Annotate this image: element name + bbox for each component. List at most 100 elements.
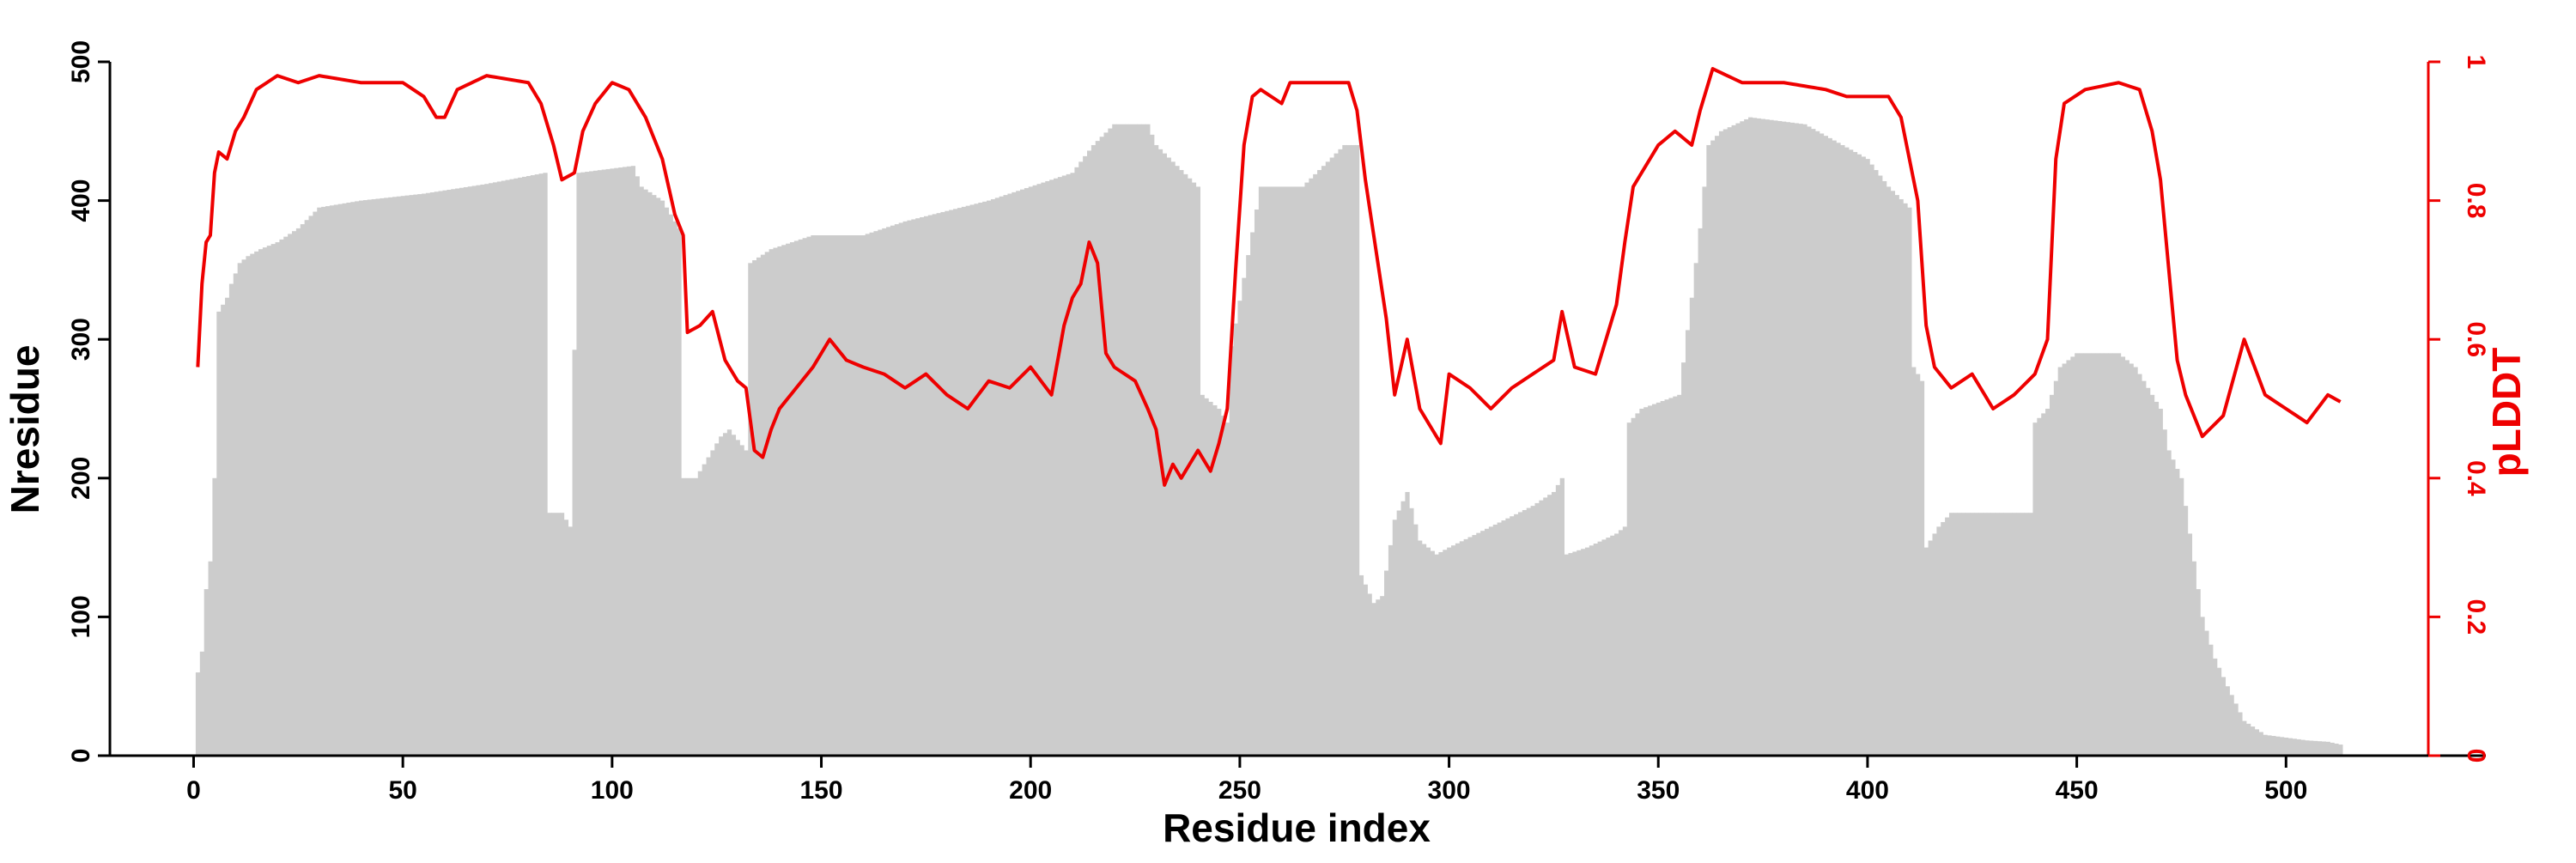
- residue-bar: [1254, 209, 1260, 757]
- residue-bar: [1610, 535, 1615, 756]
- residue-bar: [1936, 526, 1941, 756]
- residue-bar: [1765, 119, 1770, 756]
- residue-bar: [2012, 513, 2017, 756]
- residue-bar: [786, 243, 791, 756]
- x-tick-label: 50: [388, 776, 416, 805]
- residue-bar: [1517, 512, 1523, 756]
- residue-bar: [2142, 380, 2147, 756]
- residue-bar: [672, 221, 677, 757]
- residue-bar: [1673, 396, 1678, 756]
- residue-bar: [652, 195, 657, 756]
- residue-bar: [1497, 522, 1502, 756]
- residue-bar: [1492, 524, 1498, 756]
- x-tick-label: 0: [186, 776, 201, 805]
- residue-bar: [518, 177, 523, 756]
- residue-bar: [1476, 532, 1481, 756]
- residue-bar: [563, 520, 569, 756]
- residue-bar: [1212, 404, 1218, 756]
- residue-bar: [760, 254, 766, 756]
- residue-bar: [1941, 521, 1946, 756]
- residue-bar: [2137, 374, 2142, 756]
- residue-bar: [1948, 513, 1954, 756]
- residue-bar: [317, 207, 322, 756]
- residue-bar: [2191, 561, 2196, 756]
- residue-bar: [329, 205, 335, 756]
- residue-bar: [1856, 154, 1862, 757]
- residue-bar: [1334, 153, 1339, 756]
- residue-bar: [819, 235, 824, 756]
- residue-bar: [392, 197, 398, 757]
- residue-bar: [1643, 407, 1649, 756]
- residue-bar: [610, 168, 615, 756]
- residue-bar: [409, 195, 414, 756]
- residue-bar: [2208, 644, 2214, 756]
- residue-bar: [1066, 173, 1071, 756]
- residue-bar: [773, 247, 778, 756]
- residue-bar: [1480, 531, 1485, 756]
- residue-bar: [467, 186, 472, 757]
- residue-bar: [1656, 402, 1662, 756]
- residue-bar: [793, 240, 799, 757]
- residue-bar: [396, 196, 402, 756]
- residue-bar: [568, 526, 573, 756]
- residue-bar: [2024, 513, 2029, 756]
- residue-bar: [777, 246, 782, 756]
- residue-bar: [1970, 513, 1975, 756]
- residue-bar: [714, 443, 720, 756]
- residue-bar: [241, 259, 246, 756]
- residue-bar: [2216, 667, 2222, 756]
- residue-bar: [459, 187, 465, 757]
- residue-bar: [2334, 743, 2339, 756]
- residue-bar: [1923, 547, 1929, 756]
- residue-bar: [1919, 380, 1925, 756]
- residue-bar: [886, 227, 891, 756]
- residue-bar: [710, 450, 715, 756]
- residue-bar: [1195, 186, 1200, 756]
- residue-bar: [1262, 186, 1267, 756]
- residue-bar: [1718, 131, 1724, 757]
- residue-bar: [1782, 121, 1787, 757]
- residue-bar: [1284, 186, 1289, 756]
- residue-bar: [978, 203, 983, 756]
- residue-bar: [1242, 277, 1247, 756]
- y2-tick-label: 1: [2462, 55, 2490, 70]
- residue-bar: [605, 168, 611, 756]
- residue-bar: [1953, 513, 1959, 756]
- y2-tick-label: 0.8: [2462, 183, 2490, 219]
- residue-bar: [1032, 185, 1037, 756]
- residue-bar: [367, 199, 372, 756]
- residue-bar: [1116, 124, 1121, 757]
- residue-bar: [1597, 541, 1602, 756]
- residue-bar: [313, 211, 318, 756]
- residue-bar: [1990, 513, 1996, 756]
- y-ticks-left: 0 100 200 300 400 500: [67, 40, 110, 763]
- residue-bar: [1083, 155, 1088, 756]
- residue-bar: [199, 651, 205, 756]
- residue-bar: [999, 196, 1004, 756]
- residue-bar: [2062, 363, 2067, 756]
- residue-bar: [1514, 514, 1519, 756]
- residue-bar: [254, 251, 259, 757]
- residue-bar: [380, 198, 385, 756]
- residue-bar: [865, 234, 870, 756]
- residue-bar: [1584, 547, 1590, 756]
- residue-bar: [1849, 149, 1854, 757]
- residue-bar: [1346, 144, 1352, 756]
- residue-bar: [1568, 553, 1573, 756]
- residue-bar: [1547, 495, 1552, 756]
- residue-bar: [1124, 124, 1130, 757]
- residue-bar: [2330, 742, 2335, 756]
- residue-bar: [781, 245, 787, 756]
- residue-bar: [1555, 484, 1561, 756]
- residue-bar: [1551, 491, 1557, 756]
- residue-bar: [2258, 732, 2263, 756]
- residue-bar: [827, 235, 833, 756]
- residue-bar: [1789, 122, 1795, 757]
- residue-bar: [1224, 422, 1230, 756]
- residue-bar: [321, 206, 326, 756]
- residue-bar: [2179, 477, 2184, 756]
- residue-bar: [1325, 161, 1331, 757]
- residue-bar: [2037, 417, 2042, 756]
- residue-bar: [894, 224, 900, 756]
